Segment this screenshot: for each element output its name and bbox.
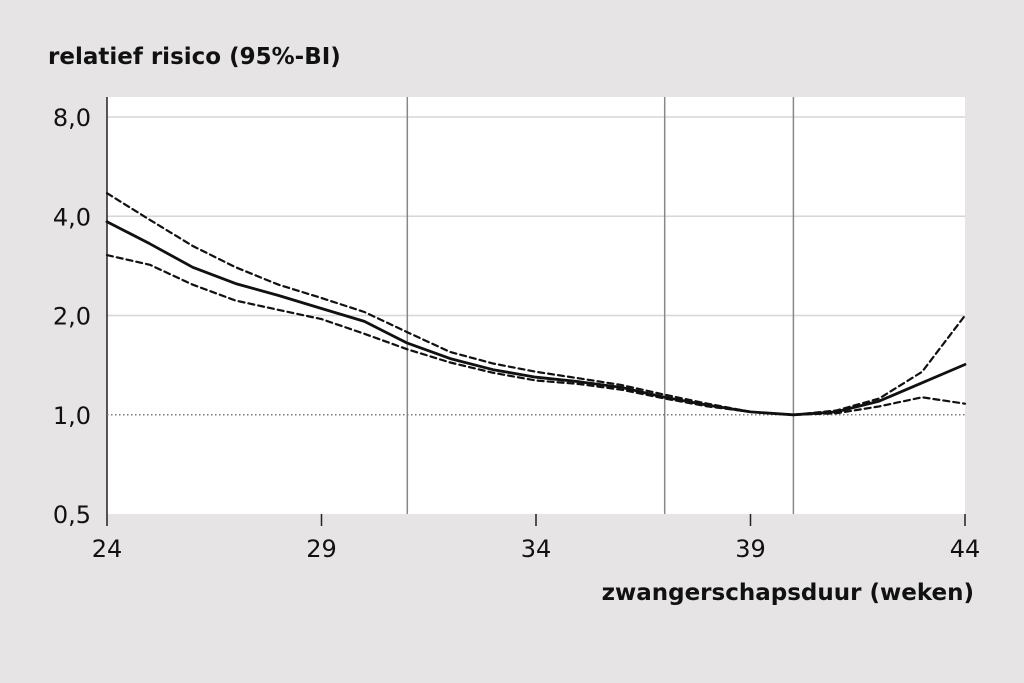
series-line-lower-ci bbox=[105, 254, 967, 416]
x-tick-label: 24 bbox=[92, 535, 123, 563]
x-tick-label: 34 bbox=[521, 535, 552, 563]
series-group bbox=[105, 192, 967, 417]
y-tick-label: 1,0 bbox=[53, 402, 91, 430]
series-line-estimate bbox=[105, 220, 967, 417]
y-axis-title: relatief risico (95%-BI) bbox=[48, 44, 341, 70]
y-tick-label: 8,0 bbox=[53, 104, 91, 132]
y-tick-label: 4,0 bbox=[53, 203, 91, 231]
x-tick-label: 44 bbox=[950, 535, 981, 563]
gridlines bbox=[106, 97, 965, 514]
x-axis-title: zwangerschapsduur (weken) bbox=[601, 580, 974, 606]
x-tick-label: 29 bbox=[306, 535, 337, 563]
x-axis-ticks: 24 29 34 39 44 bbox=[92, 514, 981, 563]
x-tick-label: 39 bbox=[735, 535, 766, 563]
series-line-upper-ci bbox=[105, 192, 967, 416]
plot-area bbox=[107, 97, 965, 514]
y-tick-label: 2,0 bbox=[53, 303, 91, 331]
y-axis-ticks: 0,5 1,0 2,0 4,0 8,0 bbox=[53, 104, 91, 529]
y-tick-label: 0,5 bbox=[53, 501, 91, 529]
vertical-reference-lines bbox=[406, 97, 795, 514]
